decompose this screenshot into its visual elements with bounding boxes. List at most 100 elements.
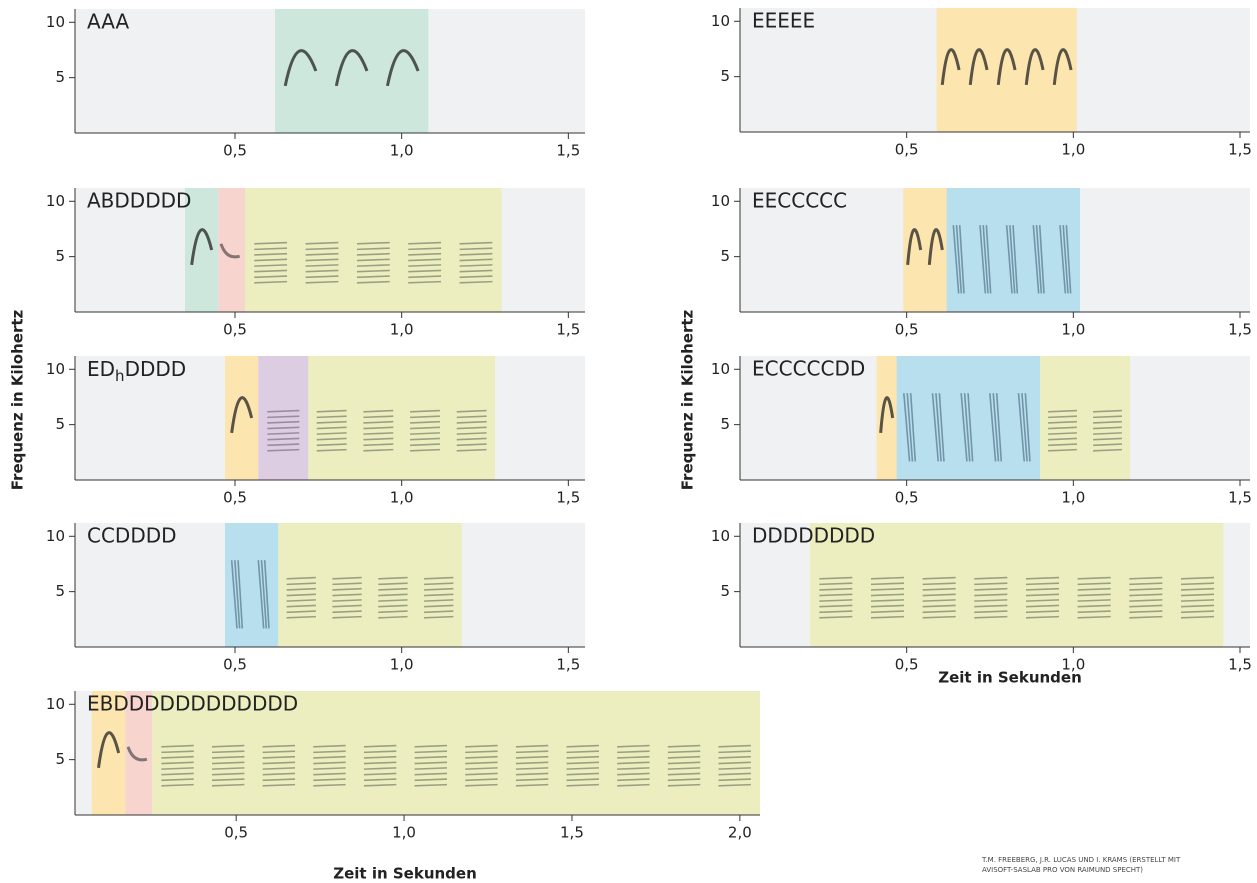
syllable-trace	[1093, 448, 1122, 452]
x-tick-label: 1,0	[1061, 141, 1085, 159]
syllable-trace	[1077, 593, 1111, 597]
credit: T.M. FREEBERG, J.R. LUCAS UND I. KRAMS (…	[981, 856, 1181, 864]
syllable-trace	[254, 258, 288, 262]
syllable-trace	[1017, 393, 1026, 462]
syllable-trace	[414, 772, 448, 776]
syllable-trace	[363, 437, 394, 441]
syllable-trace	[260, 560, 268, 629]
syllable-trace	[161, 778, 194, 782]
syllable-trace	[254, 269, 288, 273]
syllable-trace	[254, 275, 288, 279]
syllable-trace	[1077, 576, 1111, 580]
syllable-trace	[456, 432, 487, 435]
syllable-trace	[456, 415, 487, 419]
syllable-trace	[378, 582, 408, 586]
syllable-trace	[408, 280, 442, 284]
syllable-trace	[566, 778, 599, 782]
x-tick-label: 1,5	[556, 142, 580, 160]
syllable-trace	[967, 393, 974, 462]
syllable-trace	[410, 443, 440, 447]
syllable-trace	[1025, 587, 1060, 591]
syllable-trace	[938, 393, 945, 462]
syllable-trace	[332, 582, 362, 586]
syllable-trace	[1025, 576, 1060, 580]
syllable-trace	[667, 783, 701, 787]
syllable-trace	[617, 778, 650, 782]
syllable-trace	[974, 582, 1008, 586]
segment-span	[946, 188, 1080, 312]
syllable-trace	[254, 264, 288, 267]
syllable-trace	[870, 593, 905, 597]
syllable-trace	[313, 767, 346, 770]
syllable-trace	[316, 426, 347, 430]
syllable-trace	[1032, 225, 1040, 294]
syllable-trace	[97, 731, 121, 769]
syllable-trace	[1025, 610, 1060, 614]
syllable-trace	[566, 750, 599, 754]
syllable-trace	[414, 767, 448, 770]
syllable-trace	[952, 225, 960, 294]
syllable-trace	[960, 393, 968, 462]
syllable-trace	[267, 437, 300, 441]
syllable-trace	[1077, 582, 1111, 586]
syllable-trace	[424, 582, 454, 586]
syllable-trace	[234, 560, 241, 629]
x-axis-label: Zeit in Sekunden	[333, 865, 477, 883]
x-tick-label: 1,0	[390, 489, 414, 507]
syllable-trace	[267, 420, 300, 424]
x-tick-label: 1,5	[556, 321, 580, 339]
syllable-trace	[363, 443, 394, 447]
panel-title: EECCCCC	[752, 189, 847, 213]
syllable-trace	[456, 443, 487, 447]
syllable-trace	[963, 393, 971, 462]
syllable-trace	[313, 755, 346, 759]
x-tick-label: 0,5	[224, 824, 248, 842]
syllable-trace	[1024, 48, 1045, 86]
syllable-trace	[1077, 599, 1111, 602]
x-tick-label: 1,5	[1228, 656, 1252, 674]
syllable-trace	[515, 750, 549, 754]
syllable-trace	[465, 783, 498, 787]
syllable-trace	[819, 582, 853, 586]
syllable-trace	[870, 582, 905, 586]
segment-span	[91, 691, 126, 815]
syllable-trace	[385, 49, 420, 87]
x-tick-label: 0,5	[895, 141, 919, 159]
syllable-trace	[211, 772, 245, 776]
syllable-trace	[414, 750, 448, 754]
syllable-trace	[1021, 393, 1028, 462]
syllable-trace	[456, 437, 487, 441]
syllable-trace	[870, 615, 905, 619]
syllable-trace	[515, 778, 549, 782]
syllable-trace	[459, 247, 493, 251]
syllable-trace	[313, 783, 346, 787]
syllable-trace	[211, 761, 245, 765]
syllable-trace	[718, 744, 751, 748]
syllable-trace	[408, 252, 442, 256]
x-tick-label: 1,0	[1061, 489, 1085, 507]
x-tick-label: 0,5	[223, 656, 247, 674]
y-tick-label: 5	[55, 750, 65, 768]
syllable-trace	[161, 767, 194, 770]
segment-span	[152, 691, 760, 815]
syllable-trace	[1129, 576, 1163, 580]
syllable-trace	[989, 393, 997, 462]
y-tick-label: 10	[711, 192, 730, 210]
syllable-trace	[1180, 604, 1215, 608]
syllable-trace	[515, 783, 549, 787]
syllable-trace	[819, 587, 853, 591]
syllable-trace	[974, 587, 1008, 591]
syllable-trace	[515, 767, 549, 770]
syllable-trace	[126, 746, 148, 762]
y-tick-label: 10	[711, 527, 730, 545]
syllable-trace	[456, 420, 487, 424]
syllable-trace	[718, 755, 751, 759]
panel: 5 10 0,5 1,0 1,5 DDDDDDDD	[711, 523, 1252, 674]
syllable-trace	[1048, 437, 1077, 441]
syllable-trace	[211, 750, 245, 754]
syllable-trace	[424, 587, 454, 591]
syllable-trace	[161, 772, 194, 776]
syllable-trace	[906, 228, 923, 266]
panel: 5 10 0,5 1,0 1,5 CCDDDD	[46, 523, 585, 674]
